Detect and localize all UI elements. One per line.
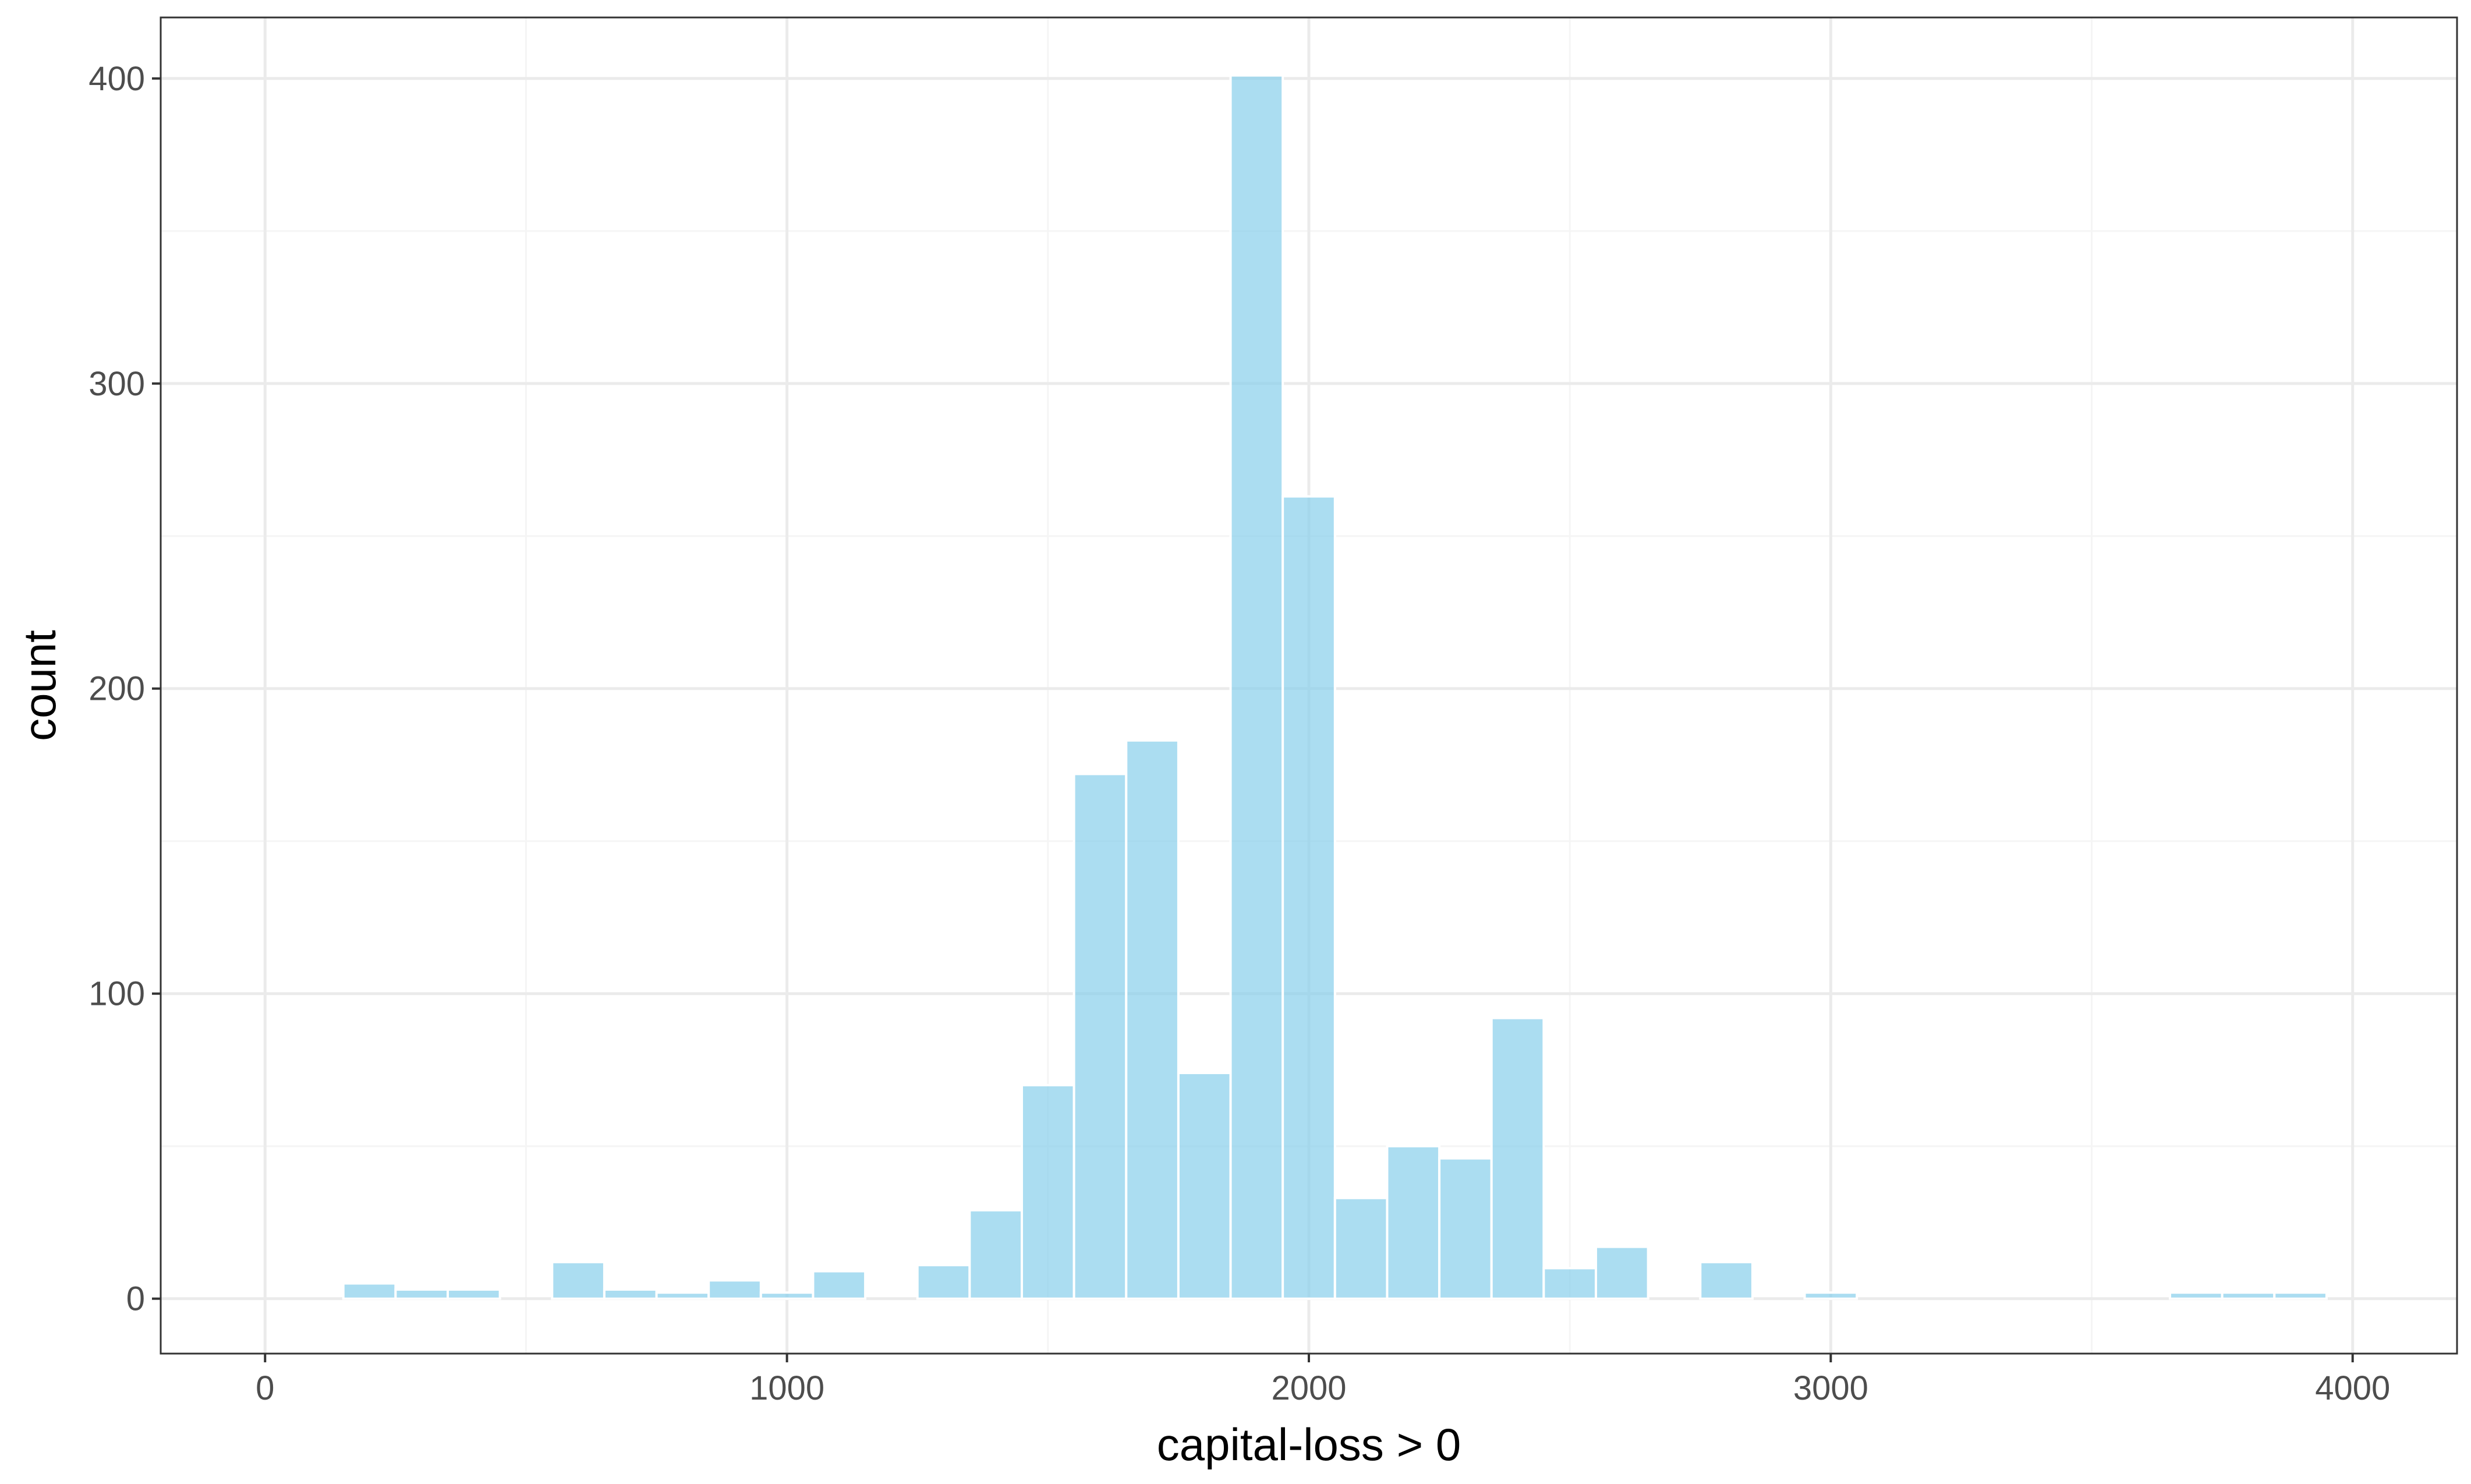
x-axis-title: capital-loss > 0 — [1157, 1419, 1461, 1470]
y-tick-label: 300 — [88, 365, 145, 403]
histogram-bar — [1021, 1083, 1075, 1300]
y-tick-label: 400 — [88, 60, 145, 98]
histogram-bar — [394, 1288, 449, 1300]
histogram-bar — [655, 1291, 710, 1300]
histogram-bar — [1595, 1245, 1649, 1300]
histogram-bar — [1125, 739, 1180, 1300]
histogram-bar — [916, 1264, 971, 1300]
histogram-bar — [1699, 1260, 1754, 1300]
x-tick-label: 1000 — [749, 1369, 824, 1407]
x-axis-ticks: 0 1000 2000 3000 4000 — [256, 1354, 2390, 1407]
x-tick-label: 3000 — [1793, 1369, 1868, 1407]
x-tick-label: 4000 — [2315, 1369, 2390, 1407]
histogram-bar — [812, 1270, 867, 1300]
x-tick-label: 0 — [256, 1369, 274, 1407]
y-axis-title: count — [14, 630, 65, 741]
histogram-bar — [1177, 1071, 1232, 1300]
histogram-bar — [1281, 495, 1336, 1300]
histogram-bars — [342, 74, 2328, 1300]
histogram-bar — [1803, 1291, 1858, 1300]
x-tick-label: 2000 — [1271, 1369, 1346, 1407]
histogram-bar — [759, 1291, 815, 1300]
histogram-bar — [342, 1282, 397, 1300]
y-tick-label: 0 — [126, 1280, 145, 1318]
y-tick-label: 100 — [88, 975, 145, 1013]
y-axis-ticks: 0 100 200 300 400 — [88, 60, 161, 1318]
histogram-bar — [551, 1260, 606, 1300]
histogram-bar — [968, 1209, 1024, 1300]
histogram-bar — [2273, 1291, 2328, 1300]
histogram-bar — [1333, 1196, 1389, 1300]
histogram-bar — [1542, 1267, 1597, 1300]
histogram-bar — [2221, 1291, 2276, 1300]
histogram-bar — [1438, 1157, 1493, 1300]
histogram-bar — [1490, 1017, 1545, 1300]
histogram-bar — [707, 1279, 762, 1300]
y-tick-label: 200 — [88, 670, 145, 708]
histogram-bar — [603, 1288, 658, 1300]
histogram-bar — [447, 1288, 501, 1300]
histogram-bar — [1072, 773, 1128, 1300]
histogram-bar — [2169, 1291, 2224, 1300]
histogram-bar — [1229, 74, 1284, 1300]
histogram-bar — [1386, 1145, 1441, 1300]
